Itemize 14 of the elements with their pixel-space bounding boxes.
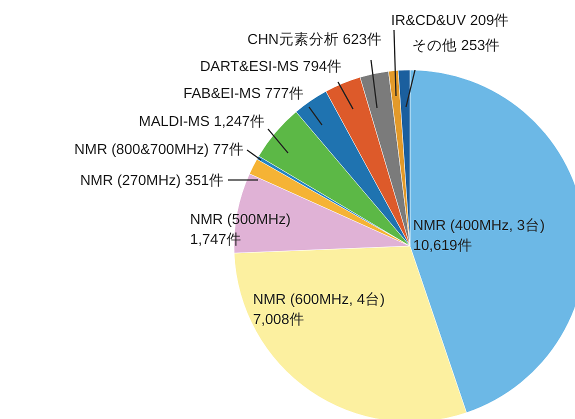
data-label: 7,008件 [253, 312, 304, 328]
slice-label: FAB&EI-MS 777件 [183, 86, 304, 102]
slice-label: NMR (400MHz, 3台) [413, 217, 545, 234]
data-label: 10,619件 [413, 238, 472, 254]
slice-label: NMR (600MHz, 4台) [253, 291, 385, 308]
slice-label: その他 253件 [412, 37, 500, 54]
slice-label: IR&CD&UV 209件 [391, 13, 510, 29]
slice-label: NMR (270MHz) 351件 [80, 173, 224, 189]
slice-label: NMR (500MHz) [190, 212, 291, 228]
slice-label: MALDI-MS 1,247件 [138, 114, 265, 130]
data-label: 1,747件 [190, 232, 242, 248]
slice-label: CHN元素分析 623件 [247, 31, 382, 48]
slice-label: DART&ESI-MS 794件 [200, 59, 342, 75]
slice-label: NMR (800&700MHz) 77件 [74, 142, 244, 158]
